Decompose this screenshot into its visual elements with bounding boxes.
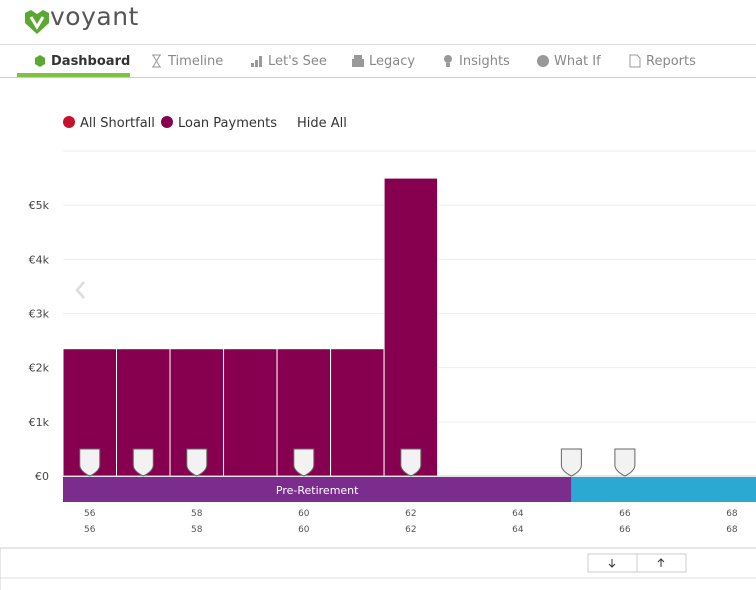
tab-label: What If	[554, 54, 601, 69]
y-tick-label: €4k	[29, 253, 50, 266]
sort-down-button[interactable]	[587, 553, 638, 573]
x-tick-label: 64	[512, 525, 524, 535]
y-tick-label: €2k	[29, 362, 50, 375]
x-tick-label: 66	[619, 509, 631, 519]
tab-label: Legacy	[369, 54, 416, 69]
legend-swatch	[161, 116, 173, 128]
event-marker	[186, 448, 208, 477]
scroll-left[interactable]	[75, 281, 85, 299]
event-marker	[400, 448, 422, 477]
x-tick-label: 68	[726, 509, 738, 519]
active-tab-indicator	[17, 73, 130, 77]
y-tick-label: €5k	[29, 199, 50, 212]
logo-icon	[25, 10, 49, 34]
legend-swatch	[63, 116, 75, 128]
tab-label: Insights	[459, 54, 510, 69]
tab-label: Let's See	[268, 54, 327, 69]
y-tick-label: €1k	[29, 416, 50, 429]
legend-label: All Shortfall	[80, 116, 155, 131]
nav-tab[interactable]: What If	[537, 54, 601, 69]
nav-tab[interactable]: Dashboard	[35, 54, 131, 69]
bar	[383, 177, 439, 477]
nav-tab[interactable]: Insights	[444, 54, 510, 69]
nav-tab[interactable]: Let's See	[251, 54, 327, 69]
x-tick-label: 58	[191, 509, 203, 519]
phase-band	[571, 477, 756, 502]
nav-bar: Dashboard Timeline Let's See Legacy Insights…	[0, 44, 756, 78]
logo: voyant	[50, 2, 139, 31]
bar	[330, 348, 385, 477]
x-tick-label: 58	[191, 525, 203, 535]
tab-label: Reports	[646, 54, 696, 69]
event-marker	[560, 448, 582, 477]
y-tick-label: €3k	[29, 308, 50, 321]
sort-up-button[interactable]	[636, 553, 687, 573]
bar	[223, 348, 278, 477]
event-marker	[132, 448, 154, 477]
x-tick-label: 60	[298, 525, 310, 535]
x-tick-label: 62	[405, 509, 416, 519]
x-tick-label: 62	[405, 525, 416, 535]
hide-all-toggle[interactable]: Hide All	[297, 116, 347, 131]
legend-label: Loan Payments	[178, 116, 277, 131]
nav-tab[interactable]: Timeline	[152, 54, 224, 69]
nav-tab[interactable]: Legacy	[352, 54, 416, 69]
x-tick-label: 66	[619, 525, 631, 535]
y-tick-label: €0	[35, 470, 49, 483]
phase-label: Pre-Retirement	[276, 484, 359, 497]
header: voyant	[0, 0, 756, 44]
tab-icon	[251, 56, 262, 67]
tab-label: Dashboard	[51, 54, 131, 69]
x-tick-label: 64	[512, 509, 524, 519]
tab-icon	[152, 54, 161, 68]
event-marker	[614, 448, 636, 477]
nav-tab[interactable]: Reports	[629, 54, 696, 69]
x-tick-label: 68	[726, 525, 738, 535]
x-tick-label: 56	[84, 525, 96, 535]
legend-item[interactable]: Loan Payments	[161, 116, 277, 131]
x-tick-label: 56	[84, 509, 96, 519]
x-tick-label: 60	[298, 509, 310, 519]
tab-icon	[629, 54, 641, 68]
legend-item[interactable]: All Shortfall	[63, 116, 155, 131]
event-marker	[79, 448, 101, 477]
tab-icon	[537, 55, 549, 67]
tab-icon	[352, 55, 364, 67]
tab-label: Timeline	[168, 54, 224, 69]
tab-icon	[444, 55, 452, 67]
tab-icon	[35, 55, 45, 67]
event-marker	[293, 448, 315, 477]
phase-band	[63, 477, 572, 502]
